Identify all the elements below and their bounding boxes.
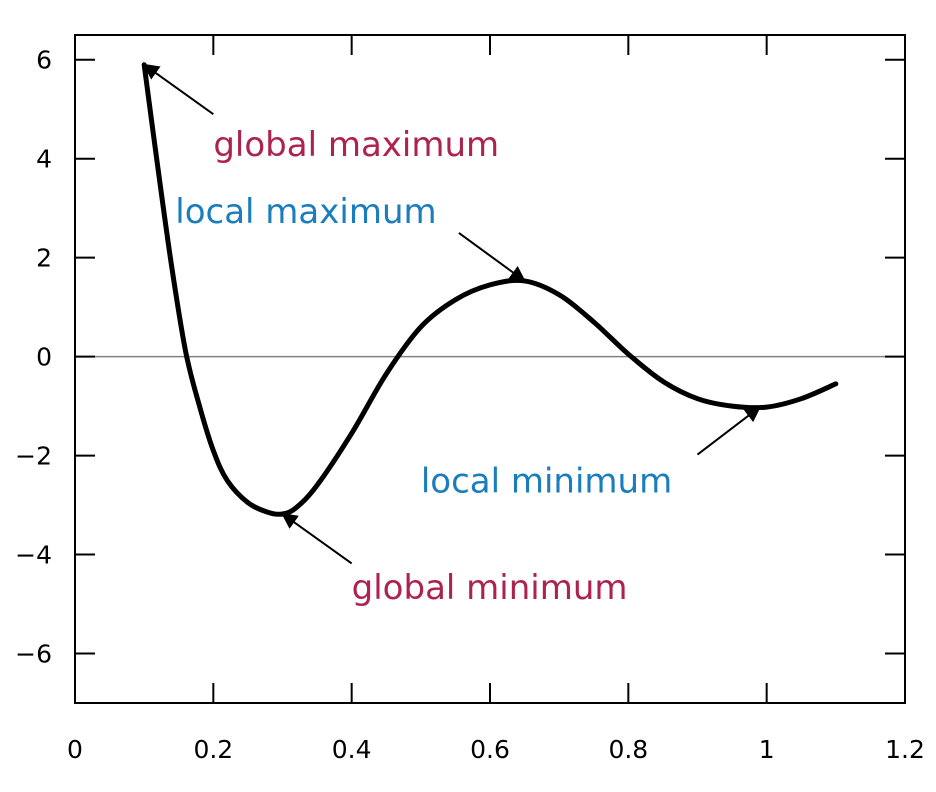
x-tick-label: 0.4 [332, 735, 372, 764]
y-tick-label: −4 [15, 541, 52, 570]
x-tick-label: 0.6 [470, 735, 510, 764]
local-maximum-arrow [458, 232, 526, 282]
local-minimum-label: local minimum [421, 462, 672, 502]
x-tick-label: 1.2 [885, 735, 925, 764]
local-maximum-label: local maximum [175, 192, 436, 232]
y-tick-label: −6 [15, 640, 52, 669]
x-tick-label: 0.8 [608, 735, 648, 764]
x-tick-label: 1 [759, 735, 775, 764]
global-minimum-label: global minimum [352, 568, 628, 608]
y-tick-label: 6 [36, 46, 52, 75]
x-tick-label: 0.2 [193, 735, 233, 764]
function-curve-line [141, 62, 839, 517]
global-maximum-label: global maximum [213, 125, 499, 165]
local-minimum-arrow [696, 406, 762, 456]
y-tick-label: 4 [36, 145, 52, 174]
y-tick-label: −2 [15, 442, 52, 471]
x-tick-label: 0 [67, 735, 83, 764]
plot-area: 0 0.2 0.4 0.6 0.8 1 1.2 6 4 2 0 −2 −4 −6 global maximu… [15, 34, 925, 764]
global-maximum-arrow [142, 63, 214, 115]
global-minimum-arrow [281, 513, 353, 565]
y-tick-label: 2 [36, 244, 52, 273]
y-tick-label: 0 [36, 343, 52, 372]
